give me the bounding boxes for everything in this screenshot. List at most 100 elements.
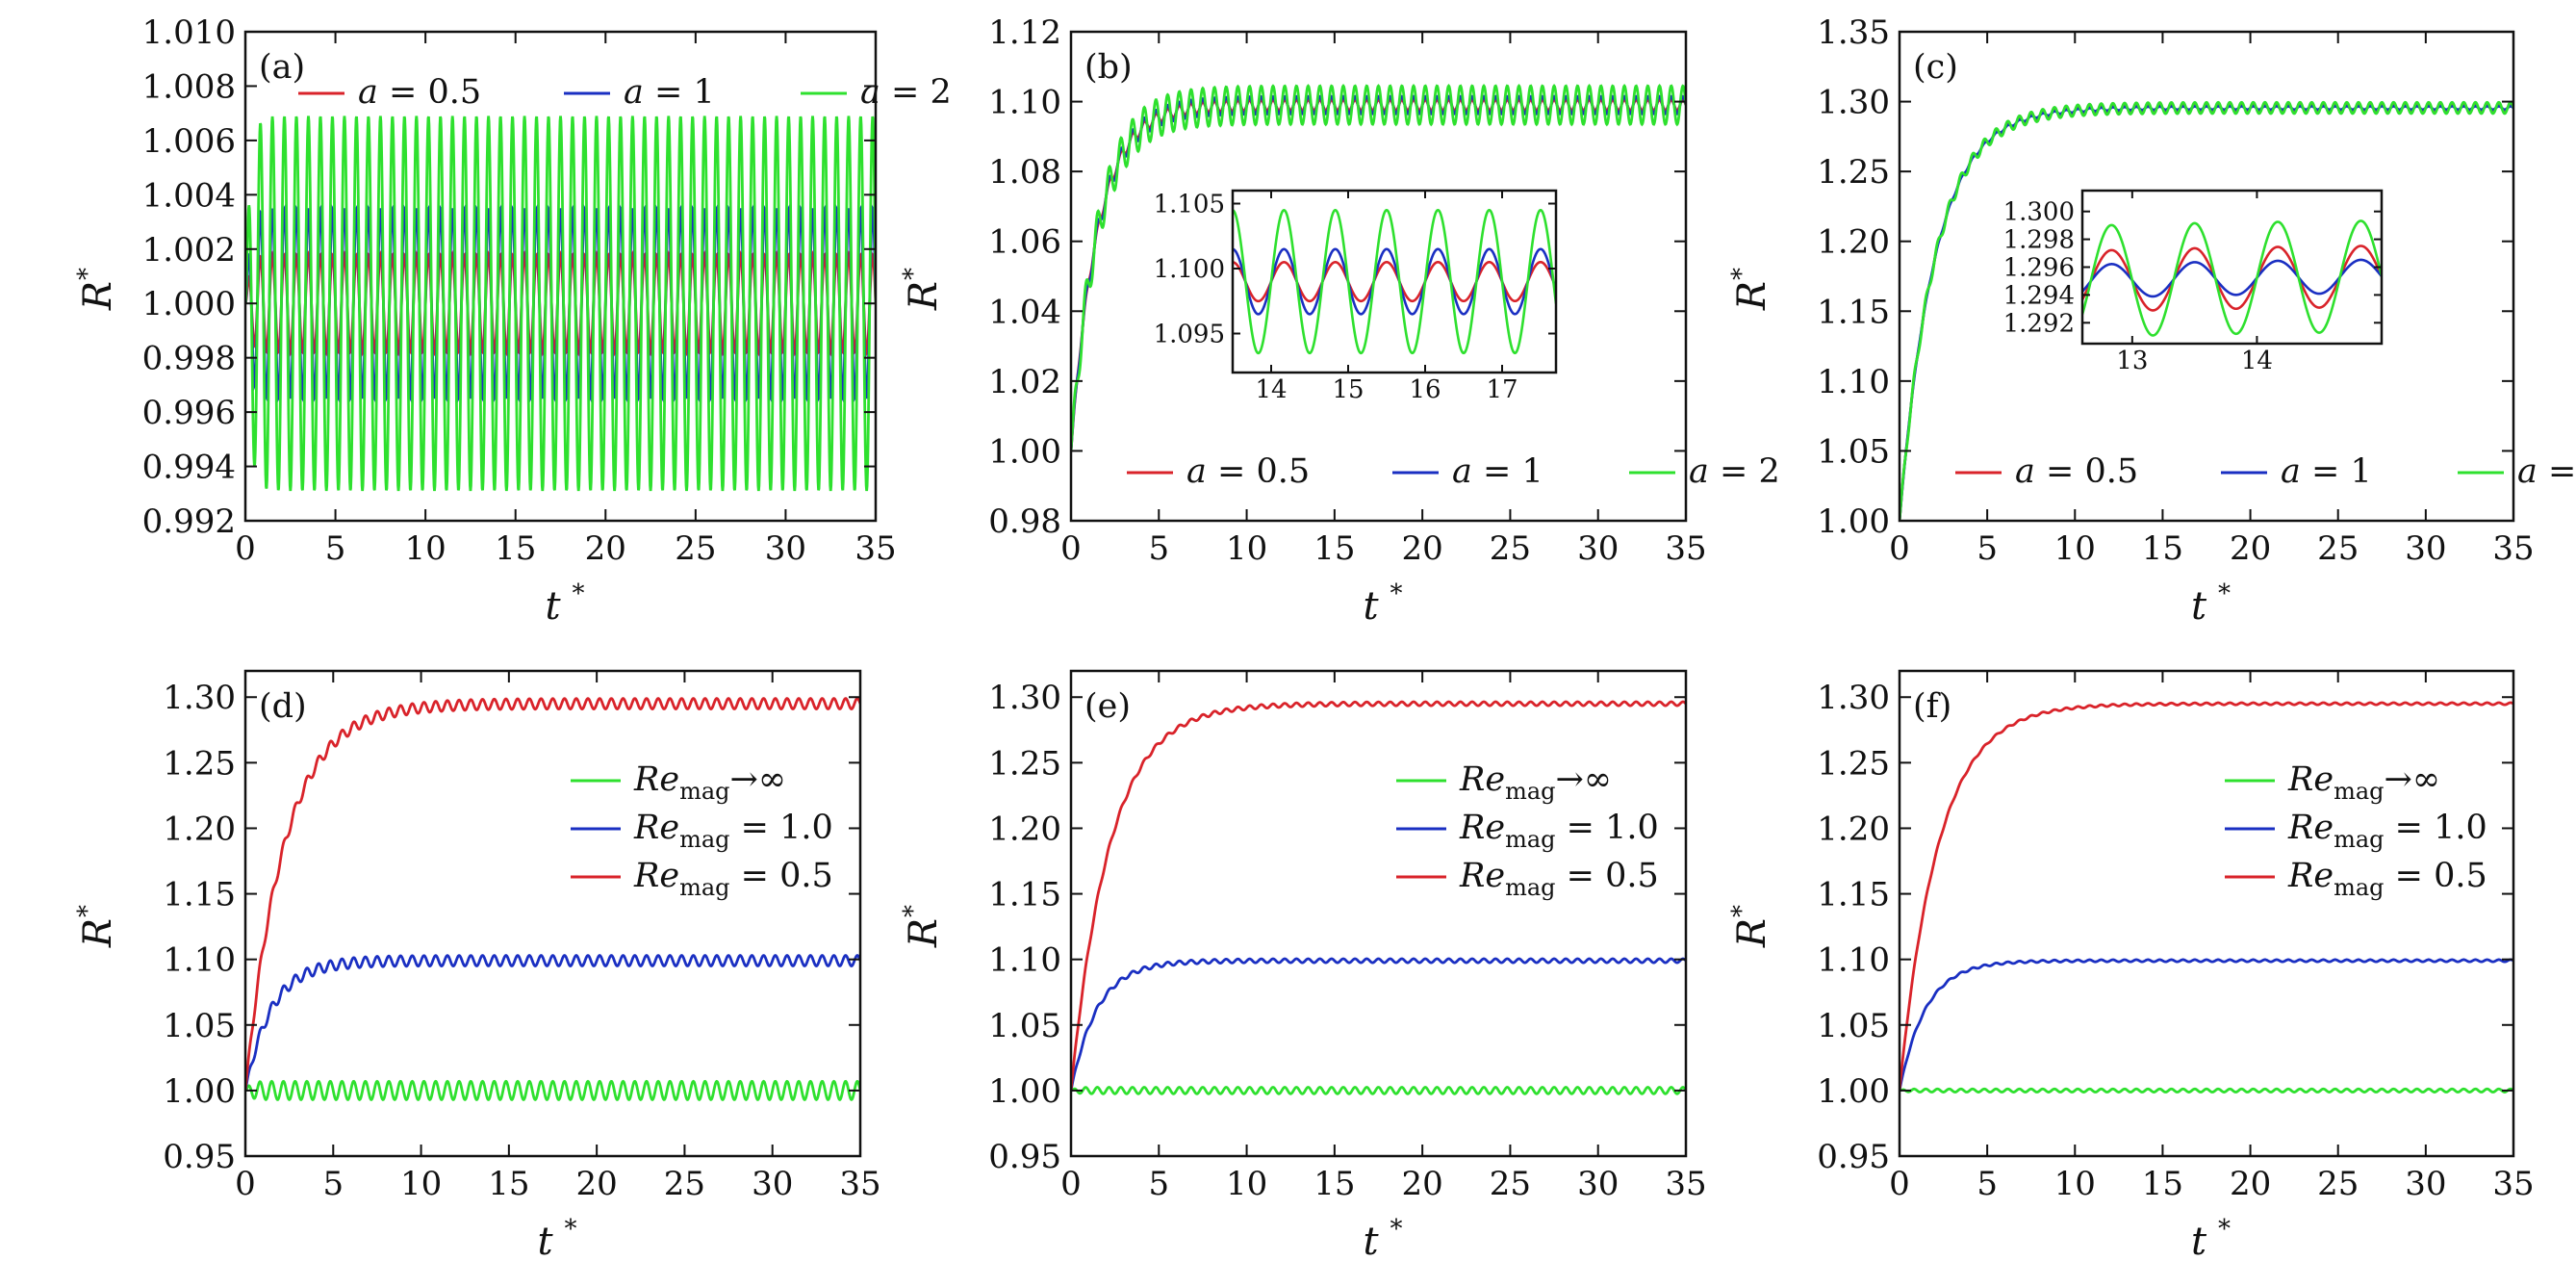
plot-frame: [1069, 669, 1688, 1158]
chart-series-line-1: [245, 203, 876, 403]
y-tick-label: 1.300: [2003, 198, 2075, 227]
y-tick-label: 1.002: [142, 231, 236, 270]
y-tick-label: 0.95: [163, 1138, 236, 1176]
x-axis-label: t: [1363, 584, 1379, 629]
y-tick-label: 0.994: [142, 449, 236, 487]
x-tick-label: 30: [2405, 529, 2446, 568]
y-tick-label: 1.10: [163, 941, 236, 980]
y-tick-label: 1.00: [1817, 1072, 1890, 1111]
x-tick-label: 35: [1665, 529, 1706, 568]
x-tick-label: 25: [2317, 529, 2359, 568]
x-tick-label: 25: [664, 1165, 705, 1203]
legend-label: Remag = 1.0: [1459, 809, 1659, 853]
x-tick-label: 15: [495, 529, 536, 568]
x-tick-label: 20: [1402, 529, 1443, 568]
x-tick-label: 20: [576, 1165, 618, 1203]
legend-label: a = 0.5: [358, 73, 481, 112]
inset: 14 15 16 17 1.095 1.100 1.105: [1154, 189, 1558, 404]
y-axis-label: R: [76, 918, 120, 948]
y-tick-label: 1.15: [1817, 293, 1890, 331]
chart-series-line-1: [1900, 958, 2513, 1092]
panel-label: (d): [259, 687, 307, 726]
y-tick-label: 1.30: [988, 679, 1061, 717]
panel-label: (e): [1084, 687, 1131, 726]
x-tick-label: 0: [1889, 1165, 1910, 1203]
inset-plot-area: [2082, 219, 2382, 337]
chart-series-line-2: [1071, 84, 1686, 451]
plot-area: [1071, 700, 1686, 1095]
y-tick-label: 1.05: [988, 1007, 1061, 1045]
y-tick-label: 1.296: [2003, 254, 2075, 283]
y-axis-label-sup: *: [899, 905, 928, 917]
y-axis-label: R: [1730, 918, 1774, 948]
y-axis-label-sup: *: [73, 268, 102, 280]
y-axis-label: R: [76, 281, 120, 311]
inset-series-line-2: [1233, 208, 1556, 355]
plot-frame: [243, 669, 862, 1158]
y-tick-label: 1.25: [988, 744, 1061, 783]
x-tick-label: 15: [1332, 375, 1364, 404]
y-tick-label: 1.10: [988, 941, 1061, 980]
y-axis-label-sup: *: [73, 905, 102, 917]
y-axis-label-sup: *: [899, 268, 928, 280]
legend-label: a = 1: [1452, 452, 1543, 491]
inset-background: [2082, 191, 2382, 344]
x-tick-label: 14: [2241, 347, 2273, 375]
x-tick-label: 10: [2054, 1165, 2096, 1203]
y-tick-label: 1.105: [1154, 191, 1225, 219]
plot-frame: [1069, 30, 1688, 523]
x-tick-label: 20: [1402, 1165, 1443, 1203]
chart-series-line-0: [1071, 1086, 1686, 1095]
y-axis-label-group: R*: [1727, 905, 1774, 948]
panel-d: 0 5 10 15 20 25 30 35 0.95 1.00 1.05 1.10 1.15 1.20 1.…: [73, 669, 881, 1261]
y-tick-label: 1.10: [1817, 363, 1890, 401]
x-tick-label: 16: [1409, 375, 1441, 404]
y-tick-label: 1.12: [988, 13, 1061, 52]
x-tick-label: 0: [235, 1165, 256, 1203]
y-axis-label: R: [1730, 281, 1774, 311]
plot-area: [1900, 100, 2513, 521]
panel-b: 0 5 10 15 20 25 30 35 0.98 1.00 1.02 1.04 1.06 1.08 1.…: [899, 13, 1780, 629]
y-tick-label: 1.05: [1817, 432, 1890, 471]
x-tick-label: 35: [1665, 1165, 1706, 1203]
x-tick-label: 10: [2054, 529, 2096, 568]
x-tick-label: 20: [2230, 529, 2271, 568]
y-tick-label: 1.20: [988, 810, 1061, 848]
y-tick-label: 1.00: [988, 432, 1061, 471]
x-tick-label: 17: [1486, 375, 1518, 404]
chart-series-line-1: [1900, 104, 2513, 521]
x-tick-label: 13: [2116, 347, 2148, 375]
y-tick-label: 1.095: [1154, 321, 1225, 349]
x-axis-label-sup: *: [573, 579, 585, 608]
x-tick-label: 35: [854, 529, 896, 568]
x-tick-label: 25: [1490, 1165, 1531, 1203]
legend-label: a = 1: [624, 73, 715, 112]
y-tick-label: 1.20: [163, 810, 236, 848]
x-tick-label: 10: [1226, 529, 1267, 568]
panel-a: 0 5 10 15 20 25 30 35 0.992 0.994 0.996 0.998 1.000 1…: [73, 13, 952, 629]
chart-series-line-1: [1071, 957, 1686, 1092]
x-tick-label: 15: [488, 1165, 529, 1203]
x-tick-label: 20: [2230, 1165, 2271, 1203]
x-tick-label: 5: [1148, 529, 1169, 568]
x-tick-label: 30: [1577, 1165, 1619, 1203]
y-axis-label-group: R*: [1727, 268, 1774, 311]
inset-series-line-2: [2082, 219, 2382, 337]
chart-series-line-2: [1900, 100, 2513, 521]
x-axis-label: t: [2191, 584, 2207, 629]
legend-label: a = 2: [860, 73, 952, 112]
y-tick-label: 1.15: [988, 876, 1061, 914]
legend-label: Remag = 1.0: [633, 809, 833, 853]
x-tick-label: 10: [1226, 1165, 1267, 1203]
plot-frame: [1898, 30, 2515, 523]
y-tick-label: 0.996: [142, 394, 236, 432]
y-tick-label: 1.04: [988, 293, 1061, 331]
legend: a = 0.5 a = 1 a = 2: [1127, 452, 1780, 491]
chart-series-line-1: [245, 954, 860, 1092]
x-axis-label-sup: *: [1390, 1215, 1403, 1244]
x-tick-label: 0: [1060, 1165, 1082, 1203]
x-tick-label: 15: [1314, 1165, 1355, 1203]
